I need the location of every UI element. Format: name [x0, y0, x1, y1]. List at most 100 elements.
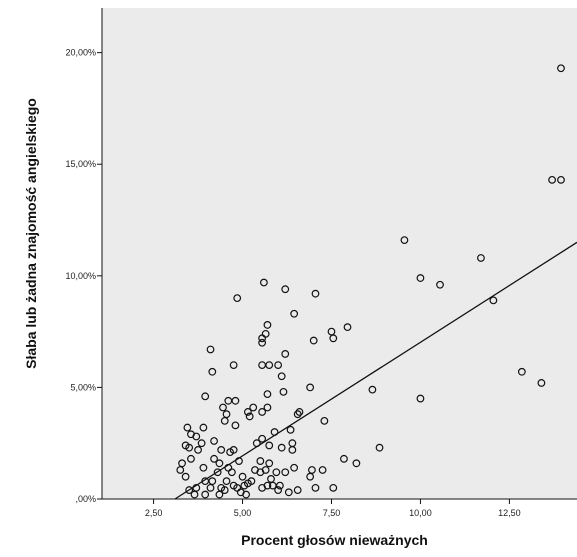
data-point [258, 408, 267, 416]
data-point [416, 274, 425, 282]
y-tick-label: 15,00% [65, 159, 96, 169]
data-point [181, 441, 190, 450]
data-point [375, 443, 384, 452]
x-tick-label: 12,50 [498, 508, 521, 518]
data-point [176, 466, 185, 474]
data-point [557, 175, 565, 184]
data-point [281, 350, 290, 358]
axes [101, 8, 577, 500]
data-point [213, 468, 222, 477]
data-point [265, 459, 274, 468]
x-axis-title: Procent głosów nieważnych [241, 532, 428, 548]
data-point [224, 396, 233, 405]
data-point [343, 323, 352, 332]
data-point [548, 175, 556, 184]
data-point [436, 280, 444, 289]
data-point [400, 236, 409, 245]
data-point [281, 285, 290, 294]
plot-area [102, 8, 577, 499]
data-point [329, 334, 338, 343]
data-point [477, 254, 485, 262]
data-point [293, 486, 302, 494]
data-point [279, 387, 288, 396]
data-point [217, 446, 226, 454]
data-point [206, 345, 215, 354]
data-point [284, 488, 293, 497]
data-point [258, 361, 267, 369]
y-tick-label: 5,00% [70, 382, 96, 392]
data-point [215, 459, 224, 468]
data-point [233, 483, 242, 492]
y-tick-label: ,00% [75, 494, 96, 504]
data-point [286, 425, 295, 434]
data-point [183, 423, 192, 432]
x-ticks: 2,50 5,00 7,50 10,00 12,50 [145, 499, 521, 518]
data-point [238, 472, 247, 481]
data-point [267, 475, 275, 483]
data-point [199, 423, 208, 432]
data-point [489, 296, 498, 305]
data-points [176, 64, 565, 499]
data-point [245, 412, 254, 421]
data-point [206, 483, 215, 492]
data-point [210, 454, 218, 463]
data-point [258, 434, 267, 443]
data-point [194, 446, 202, 454]
data-point [311, 483, 320, 492]
data-point [187, 454, 195, 463]
data-point [190, 490, 199, 499]
data-point [517, 367, 526, 376]
data-point [368, 385, 377, 394]
data-point [231, 421, 240, 430]
data-point [219, 403, 227, 412]
y-tick-label: 10,00% [65, 271, 96, 281]
data-point [263, 403, 272, 412]
data-point [201, 490, 210, 499]
data-point [263, 390, 272, 399]
x-tick-label: 2,50 [145, 508, 163, 518]
data-point [185, 486, 194, 494]
data-point [208, 367, 217, 376]
data-point [277, 443, 286, 452]
y-ticks: ,00% 5,00% 10,00% 15,00% 20,00% [65, 48, 102, 504]
x-tick-label: 5,00 [234, 508, 252, 518]
data-point [263, 321, 272, 329]
data-point [258, 334, 267, 343]
x-tick-label: 7,50 [323, 508, 341, 518]
data-point [187, 430, 195, 439]
x-tick-label: 10,00 [409, 508, 432, 518]
data-point [295, 408, 304, 416]
data-point [290, 463, 299, 472]
y-tick-label: 20,00% [65, 48, 96, 58]
data-point [215, 490, 224, 499]
data-point [199, 463, 208, 472]
data-point [233, 294, 242, 303]
data-point [290, 309, 299, 318]
data-point [258, 338, 267, 347]
data-point [210, 437, 218, 445]
data-point [242, 490, 251, 499]
data-point [251, 466, 259, 474]
data-point [243, 479, 252, 488]
data-point [309, 336, 318, 345]
data-point [537, 379, 546, 387]
data-point [311, 289, 320, 298]
data-point [201, 392, 210, 401]
data-point [306, 472, 315, 481]
data-point [277, 372, 286, 381]
data-point [243, 408, 252, 416]
data-point [281, 468, 290, 477]
data-point [220, 416, 229, 425]
data-point [293, 410, 302, 419]
data-point [249, 403, 258, 412]
data-point [258, 483, 267, 492]
data-point [181, 472, 190, 481]
data-point [229, 361, 238, 369]
data-point [318, 466, 327, 474]
y-axis-title: Słaba lub żadna znajomość angielskiego [23, 98, 39, 369]
data-point [416, 394, 425, 403]
data-point [197, 439, 206, 448]
fit-line [174, 241, 577, 500]
data-point [557, 64, 565, 73]
data-point [226, 448, 234, 457]
